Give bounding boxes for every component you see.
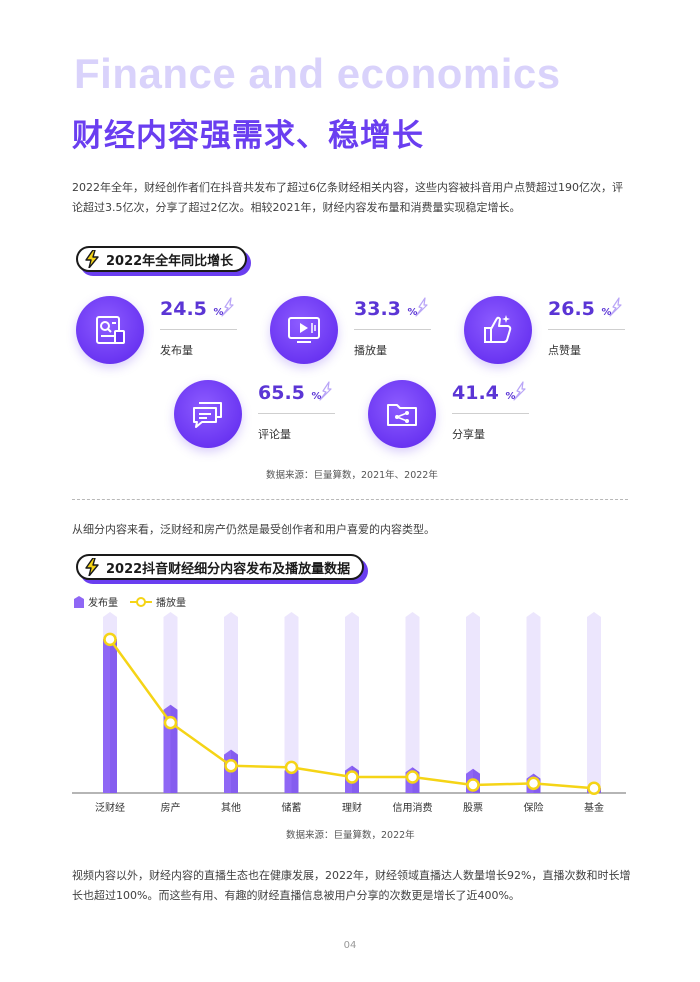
section-badge-label: 2022抖音财经细分内容发布及播放量数据 (106, 561, 351, 577)
bar-track (284, 612, 299, 793)
stat-shares: 41.4 % 分享量 (368, 380, 548, 450)
line-point-play (284, 760, 299, 775)
line-point-play (103, 632, 117, 647)
line-point-play (163, 715, 178, 730)
page-number: 04 (343, 940, 357, 951)
x-tick-label: 基金 (584, 801, 604, 814)
stat-label: 分享量 (452, 428, 485, 441)
stat-label: 播放量 (354, 344, 387, 357)
stat-play: 33.3 % 播放量 (270, 296, 450, 366)
growth-arrow-icon (609, 297, 622, 317)
stat-label: 发布量 (160, 344, 193, 357)
growth-arrow-icon (415, 297, 428, 317)
bar-track (587, 612, 601, 793)
stat-label: 评论量 (258, 428, 291, 441)
bar-track (526, 612, 541, 793)
stat-publish: 24.5 % 发布量 (76, 296, 256, 366)
legend-line-swatch (130, 596, 152, 607)
outro-paragraph: 视频内容以外，财经内容的直播生态也在健康发展，2022年，财经领域直播达人数量增… (72, 869, 631, 902)
line-point-play (345, 770, 359, 784)
x-tick-label: 泛财经 (95, 801, 125, 814)
title-english: Finance and economics (74, 50, 561, 97)
x-tick-label: 理财 (342, 801, 362, 814)
x-tick-label: 储蓄 (282, 801, 302, 814)
line-point-play (466, 778, 480, 792)
section-divider (72, 499, 628, 500)
bar-track (224, 612, 238, 793)
bar-track (345, 612, 359, 793)
legend-label: 播放量 (156, 598, 186, 609)
bar-track (405, 612, 420, 793)
line-point-play (526, 776, 541, 791)
x-tick-label: 股票 (463, 802, 483, 814)
stat-comments: 65.5 % 评论量 (174, 380, 354, 450)
bar-publish (103, 634, 117, 793)
line-point-play (224, 759, 238, 773)
x-tick-label: 保险 (524, 801, 544, 814)
section2-intro: 从细分内容来看，泛财经和房产仍然是最受创作者和用户喜爱的内容类型。 (72, 523, 435, 536)
comment-icon (174, 380, 242, 448)
x-tick-label: 房产 (161, 801, 181, 814)
growth-arrow-icon (319, 381, 332, 401)
section-badge-chart: 2022抖音财经细分内容发布及播放量数据 (76, 554, 369, 584)
bar-track (466, 612, 480, 793)
lightning-icon (85, 250, 99, 268)
growth-arrow-icon (221, 297, 234, 317)
x-tick-label: 其他 (221, 801, 241, 814)
x-tick-label: 信用消费 (393, 801, 433, 814)
section-badge-growth: 2022年全年同比增长 (76, 246, 252, 276)
chart-source-note: 数据来源：巨量算数，2022年 (286, 830, 415, 841)
line-point-play (405, 770, 420, 784)
chart-legend: 发布量 播放量 (74, 594, 198, 609)
thumbs-up-icon (464, 296, 532, 364)
legend-label: 发布量 (88, 598, 118, 609)
line-point-play (587, 781, 601, 795)
legend-bar-swatch (74, 595, 84, 608)
stat-value: 24.5 % (160, 298, 224, 320)
lightning-icon (85, 558, 99, 576)
bar-publish-shade (110, 634, 117, 793)
source-note: 数据来源：巨量算数，2021年、2022年 (266, 470, 438, 481)
growth-arrow-icon (513, 381, 526, 401)
stat-likes: 26.5 % 点赞量 (464, 296, 644, 366)
stat-label: 点赞量 (548, 344, 581, 357)
video-play-icon (270, 296, 338, 364)
page-title: 财经内容强需求、稳增长 (72, 118, 424, 154)
document-icon (76, 296, 144, 364)
intro-paragraph: 2022年全年，财经创作者们在抖音共发布了超过6亿条财经相关内容，这些内容被抖音… (72, 181, 623, 214)
share-folder-icon (368, 380, 436, 448)
section-badge-label: 2022年全年同比增长 (106, 253, 234, 269)
